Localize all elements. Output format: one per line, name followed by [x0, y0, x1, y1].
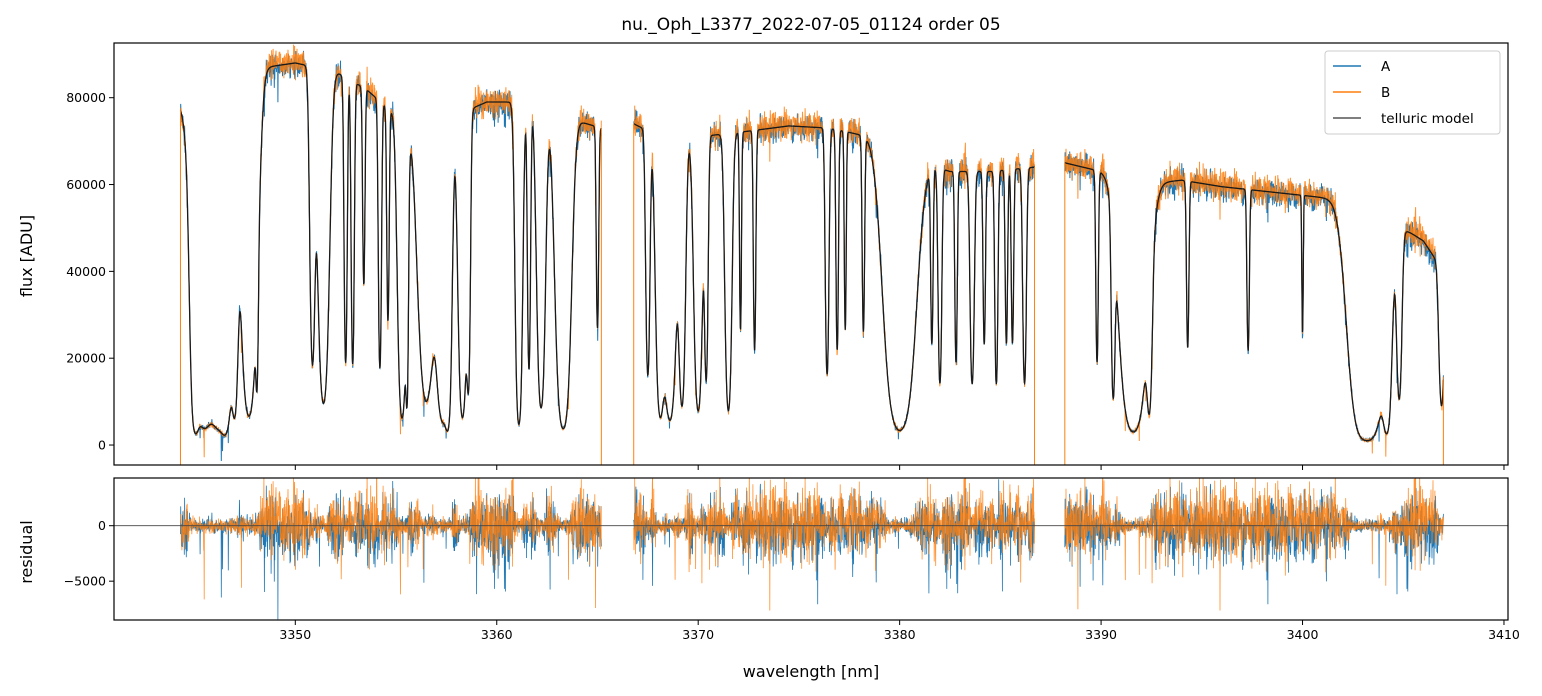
y-tick-label: 80000: [66, 90, 106, 105]
residual-b-line: [1064, 478, 1444, 611]
telluric-model-line: [179, 62, 602, 436]
x-tick-label: 3350: [279, 627, 311, 642]
x-tick-label: 3380: [884, 627, 916, 642]
chart-title: nu._Oph_L3377_2022-07-05_01124 order 05: [621, 15, 1000, 35]
x-axis-label: wavelength [nm]: [743, 662, 880, 681]
residual-x-ticks: 3350 3360 3370 3380 3390 3400 3410: [279, 620, 1520, 642]
residual-frame: [113, 477, 1509, 621]
residual-plot-area: [114, 478, 1508, 620]
legend: A B telluric model: [1324, 50, 1501, 135]
telluric-model-line: [1064, 162, 1445, 442]
main-y-ticks: 0 20000 40000 60000 80000: [66, 90, 114, 453]
y-tick-label: −5000: [64, 574, 106, 589]
main-frame: [113, 42, 1509, 466]
main-plot-area: [114, 43, 1508, 465]
y-tick-label: 60000: [66, 177, 106, 192]
legend-label-b: B: [1381, 85, 1390, 101]
main-panel: 0 20000 40000 60000 80000 flux [ADU] A B tel…: [17, 42, 1509, 470]
residual-y-axis-label: residual: [17, 520, 36, 583]
residual-b-line: [633, 478, 1035, 611]
x-tick-label: 3370: [682, 627, 714, 642]
telluric-model-line: [633, 123, 1035, 432]
main-y-axis-label: flux [ADU]: [17, 215, 36, 297]
legend-box: [1324, 50, 1501, 135]
residual-y-ticks: 0 −5000: [64, 518, 114, 589]
legend-label-a: A: [1381, 59, 1391, 75]
y-tick-label: 40000: [66, 264, 106, 279]
y-tick-label: 0: [98, 438, 106, 453]
x-tick-label: 3410: [1488, 627, 1520, 642]
x-tick-label: 3360: [481, 627, 513, 642]
residual-panel: 3350 3360 3370 3380 3390 3400 3410 0 −5000 resi…: [17, 477, 1520, 681]
x-tick-label: 3390: [1085, 627, 1117, 642]
legend-label-model: telluric model: [1381, 111, 1474, 127]
main-series-group: [179, 44, 1445, 465]
y-tick-label: 20000: [66, 351, 106, 366]
main-x-ticks: [294, 465, 1505, 470]
residual-series-group: [114, 478, 1508, 620]
x-tick-label: 3400: [1287, 627, 1319, 642]
y-tick-label: 0: [98, 518, 106, 533]
